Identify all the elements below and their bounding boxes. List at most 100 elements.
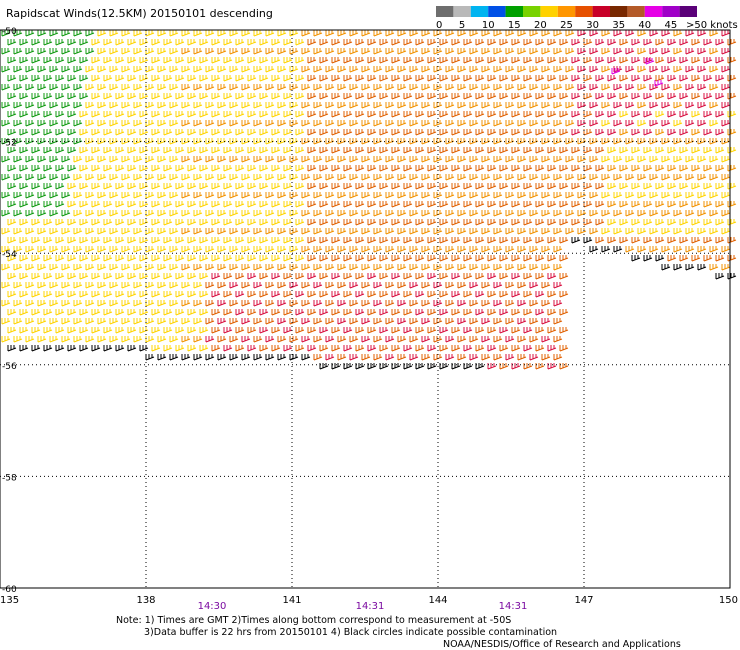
wind-barb — [319, 57, 329, 64]
wind-barb — [679, 93, 689, 100]
wind-barb — [133, 228, 143, 235]
wind-barb — [331, 309, 341, 316]
wind-barb — [679, 129, 689, 136]
wind-barb — [223, 237, 233, 244]
wind-barb — [277, 138, 287, 145]
wind-barb — [673, 246, 683, 253]
wind-barb — [673, 156, 683, 163]
wind-barb — [511, 93, 521, 100]
wind-barb — [313, 192, 323, 199]
wind-barb — [73, 48, 83, 55]
colorbar-swatch — [610, 6, 628, 17]
wind-barb — [169, 264, 179, 271]
wind-barb — [253, 156, 263, 163]
wind-barb — [611, 68, 621, 75]
wind-barb — [499, 363, 509, 370]
wind-barb — [181, 102, 191, 109]
wind-barb — [613, 246, 623, 253]
wind-barb — [643, 129, 653, 136]
wind-barb — [325, 246, 335, 253]
wind-barb — [271, 129, 281, 136]
wind-barb — [79, 57, 89, 64]
wind-barb — [193, 300, 203, 307]
wind-barb — [367, 111, 377, 118]
wind-barb — [469, 120, 479, 127]
wind-barb — [199, 219, 209, 226]
wind-barb — [259, 93, 269, 100]
wind-barb — [559, 309, 569, 316]
colorbar-swatch — [575, 6, 593, 17]
wind-barb — [223, 309, 233, 316]
wind-barb — [127, 327, 137, 334]
wind-barb — [205, 228, 215, 235]
wind-barb — [679, 201, 689, 208]
wind-barb — [73, 282, 83, 289]
wind-barb — [337, 336, 347, 343]
wind-barb — [325, 138, 335, 145]
longitude-labels: 135 138 141 144 147 150 — [0, 595, 738, 606]
wind-barb — [247, 345, 257, 352]
wind-barb — [97, 300, 107, 307]
wind-barb — [451, 363, 461, 370]
wind-barb — [583, 111, 593, 118]
wind-barb — [511, 147, 521, 154]
wind-barb — [73, 300, 83, 307]
wind-barb — [391, 165, 401, 172]
wind-barb — [343, 129, 353, 136]
wind-barb — [481, 174, 491, 181]
wind-barb — [715, 129, 725, 136]
wind-barbs-layer — [1, 30, 737, 370]
wind-barb — [415, 147, 425, 154]
wind-barb — [565, 102, 575, 109]
wind-barb — [487, 237, 497, 244]
wind-barb — [115, 219, 125, 226]
wind-barb — [493, 156, 503, 163]
wind-barb — [409, 336, 419, 343]
wind-barb — [313, 246, 323, 253]
wind-barb — [391, 219, 401, 226]
wind-barb — [397, 138, 407, 145]
wind-barb — [349, 48, 359, 55]
wind-barb — [565, 48, 575, 55]
wind-barb — [217, 30, 227, 37]
wind-barb — [721, 66, 731, 73]
wind-barb — [541, 354, 551, 361]
wind-barb — [649, 246, 659, 253]
wind-barb — [289, 48, 299, 55]
wind-barb — [121, 318, 131, 325]
wind-barb — [469, 138, 479, 145]
wind-barb — [109, 48, 119, 55]
wind-barb — [685, 246, 695, 253]
wind-barb — [577, 192, 587, 199]
wind-barb — [205, 174, 215, 181]
wind-barb — [313, 156, 323, 163]
wind-barb — [421, 156, 431, 163]
wind-barb — [523, 345, 533, 352]
wind-barb — [43, 309, 53, 316]
wind-barb — [187, 273, 197, 280]
wind-barb — [295, 93, 305, 100]
wind-barb — [145, 300, 155, 307]
wind-barb — [265, 174, 275, 181]
wind-barb — [37, 318, 47, 325]
wind-barb — [271, 237, 281, 244]
wind-barb — [631, 57, 641, 64]
wind-barb — [445, 264, 455, 271]
wind-barb — [61, 138, 71, 145]
wind-barb — [589, 138, 599, 145]
wind-barb — [175, 237, 185, 244]
wind-barb — [505, 336, 515, 343]
wind-barb — [13, 300, 23, 307]
wind-barb — [175, 201, 185, 208]
wind-barb — [85, 210, 95, 217]
wind-barb — [373, 318, 383, 325]
wind-barb — [205, 246, 215, 253]
wind-barb — [181, 192, 191, 199]
wind-barb — [145, 354, 155, 361]
wind-barb — [49, 120, 59, 127]
wind-barb — [319, 273, 329, 280]
wind-barb — [235, 183, 245, 190]
wind-barb — [247, 201, 257, 208]
wind-barb — [85, 48, 95, 55]
wind-barb — [205, 300, 215, 307]
